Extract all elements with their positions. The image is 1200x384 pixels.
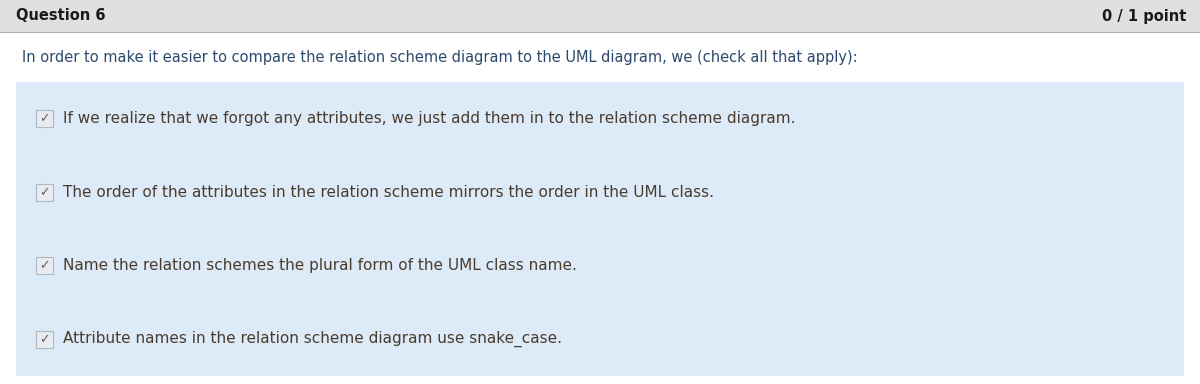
Bar [36, 331, 53, 348]
Text: The order of the attributes in the relation scheme mirrors the order in the UML : The order of the attributes in the relat… [64, 185, 714, 200]
Text: ✓: ✓ [40, 186, 49, 199]
Bar [36, 257, 53, 274]
Bar [36, 110, 53, 127]
Text: Name the relation schemes the plural form of the UML class name.: Name the relation schemes the plural for… [64, 258, 577, 273]
Bar [0, 0, 1200, 32]
Text: ✓: ✓ [40, 112, 49, 125]
Text: Question 6: Question 6 [16, 8, 106, 23]
Bar [36, 184, 53, 201]
Text: ✓: ✓ [40, 333, 49, 346]
Text: ✓: ✓ [40, 259, 49, 272]
Text: In order to make it easier to compare the relation scheme diagram to the UML dia: In order to make it easier to compare th… [22, 50, 858, 65]
Bar [16, 82, 1184, 376]
Text: Attribute names in the relation scheme diagram use snake_case.: Attribute names in the relation scheme d… [64, 331, 562, 348]
Text: 0 / 1 point: 0 / 1 point [1102, 8, 1186, 23]
Text: If we realize that we forgot any attributes, we just add them in to the relation: If we realize that we forgot any attribu… [64, 111, 796, 126]
